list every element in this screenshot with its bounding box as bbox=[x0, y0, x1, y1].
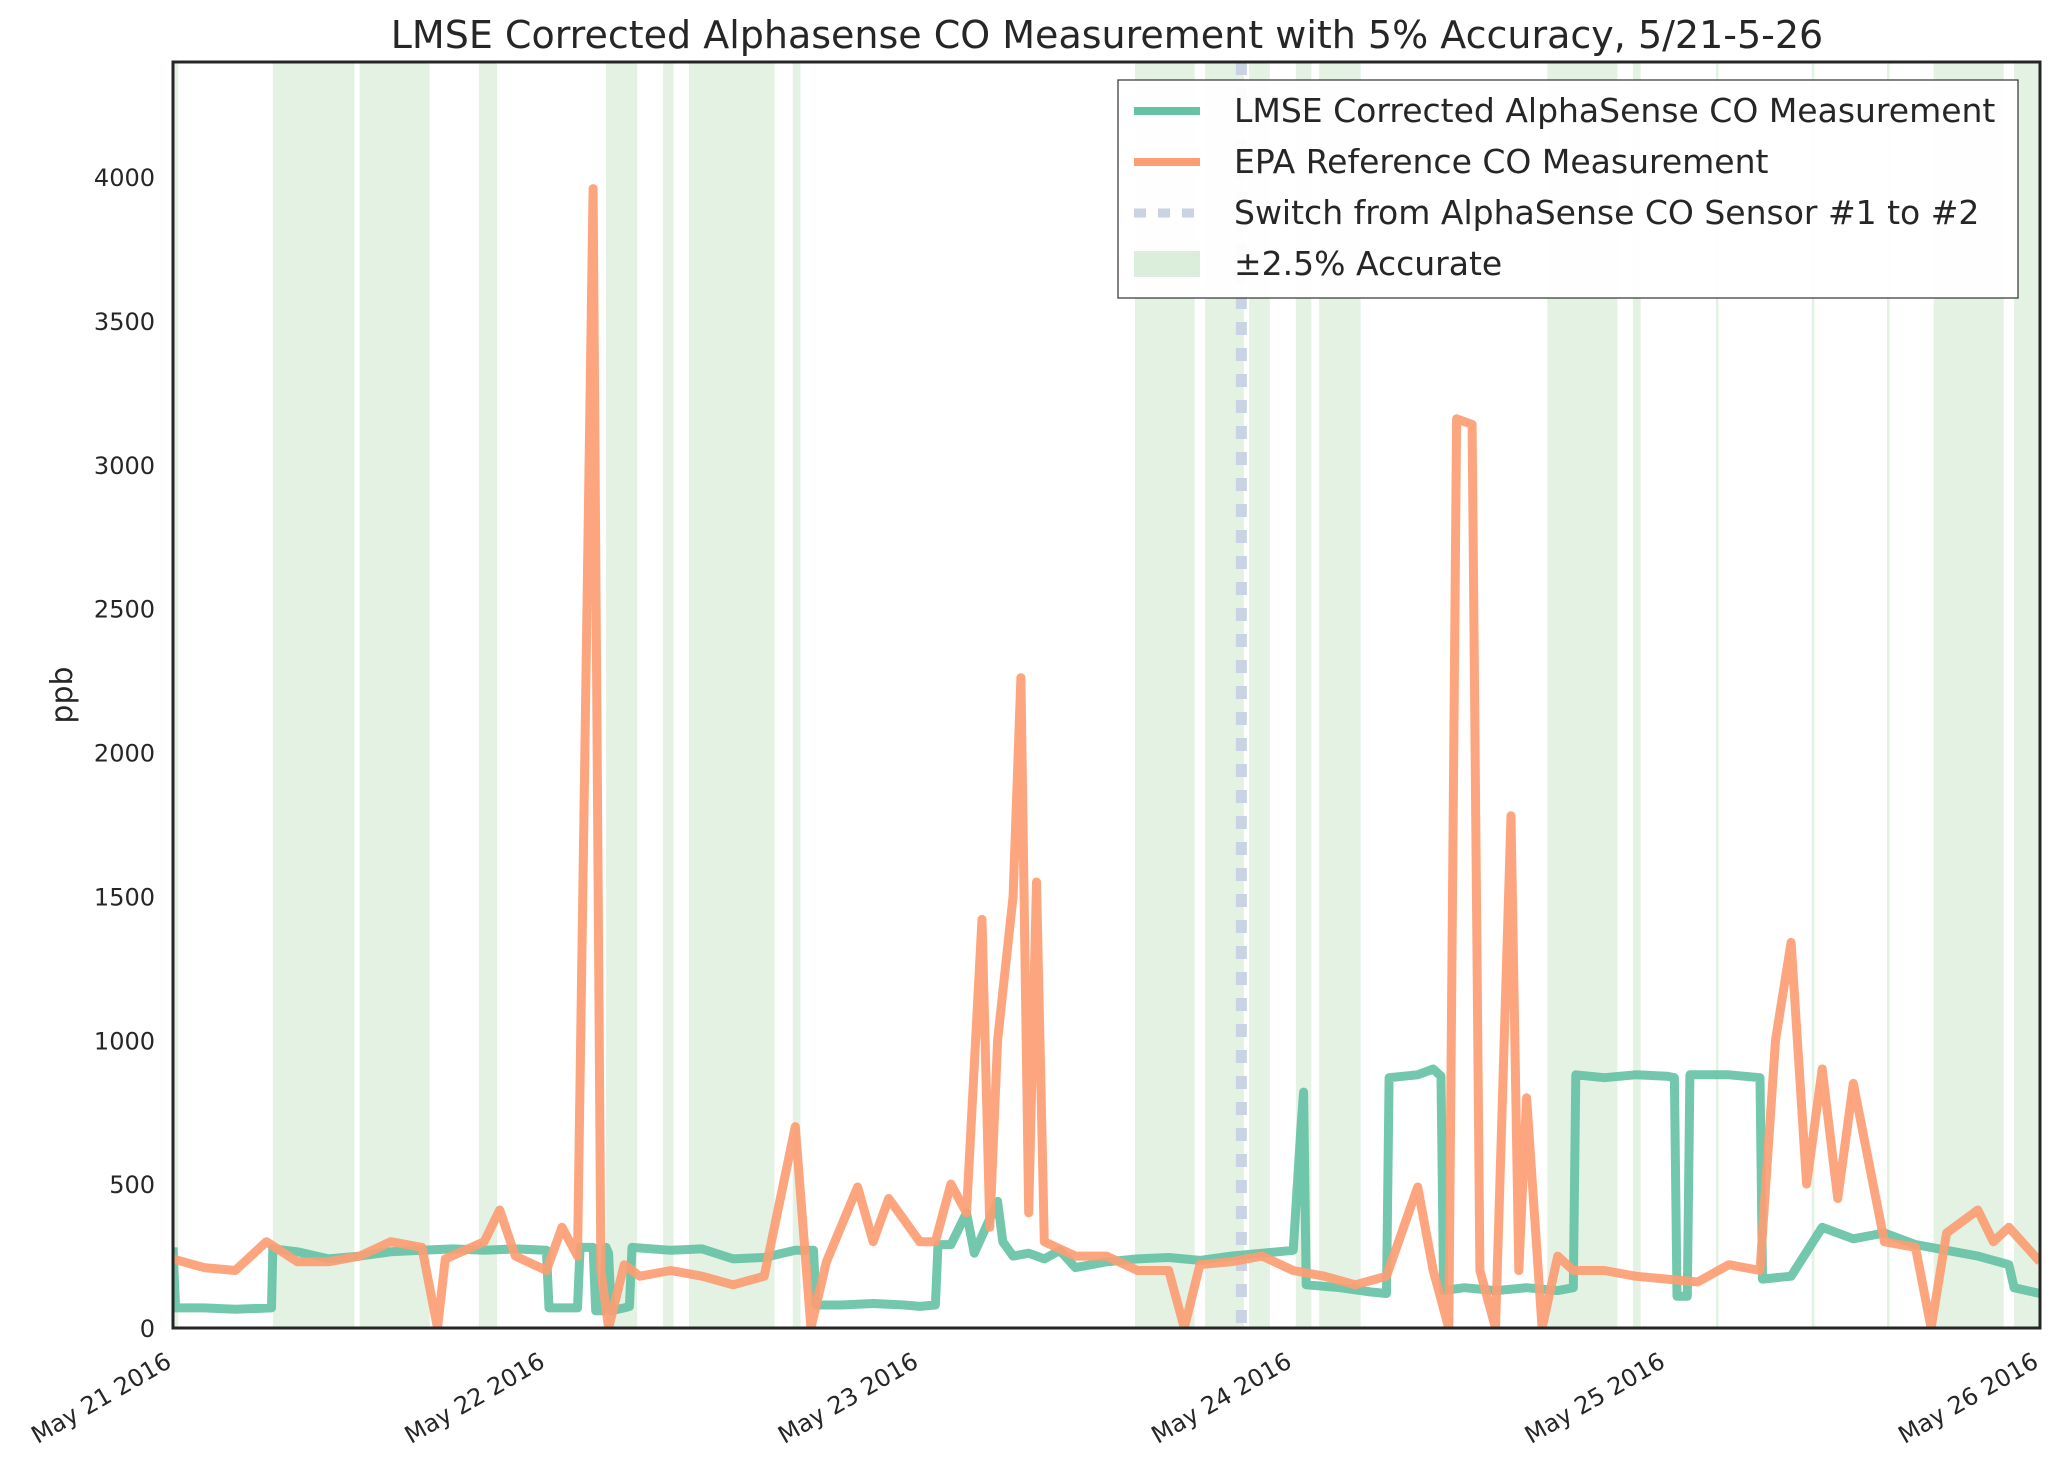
series-lmse-line bbox=[173, 1064, 2040, 1316]
y-tick-label: 1500 bbox=[94, 883, 155, 911]
accuracy-band bbox=[1887, 62, 1890, 1328]
x-tick-label: May 23 2016 bbox=[773, 1347, 923, 1449]
accuracy-band bbox=[1811, 62, 1815, 1328]
legend-label: EPA Reference CO Measurement bbox=[1234, 142, 1768, 181]
y-tick-label: 3000 bbox=[94, 452, 155, 480]
legend-label: Switch from AlphaSense CO Sensor #1 to #… bbox=[1234, 193, 1979, 232]
y-tick-label: 4000 bbox=[94, 164, 155, 192]
accuracy-band bbox=[792, 62, 801, 1328]
chart-title: LMSE Corrected Alphasense CO Measurement… bbox=[391, 13, 1823, 57]
legend-swatch bbox=[1134, 251, 1200, 277]
y-tick-label: 2000 bbox=[94, 740, 155, 768]
accuracy-band bbox=[606, 62, 638, 1328]
accuracy-band bbox=[663, 62, 674, 1328]
accuracy-band bbox=[1295, 62, 1312, 1328]
accuracy-band bbox=[1632, 62, 1641, 1328]
accuracy-band bbox=[173, 62, 179, 1328]
x-tick-label: May 22 2016 bbox=[400, 1347, 550, 1449]
accuracy-band bbox=[478, 62, 498, 1328]
legend-label: LMSE Corrected AlphaSense CO Measurement bbox=[1234, 91, 1995, 130]
series-lines bbox=[173, 184, 2040, 1328]
y-tick-label: 3500 bbox=[94, 308, 155, 336]
x-tick-label: May 24 2016 bbox=[1147, 1347, 1297, 1449]
x-tick-label: May 25 2016 bbox=[1520, 1347, 1670, 1449]
accuracy-band bbox=[272, 62, 355, 1328]
accuracy-bands bbox=[173, 62, 2040, 1328]
y-tick-label: 1000 bbox=[94, 1027, 155, 1055]
y-tick-label: 500 bbox=[109, 1171, 155, 1199]
accuracy-band bbox=[1715, 62, 1719, 1328]
y-tick-label: 0 bbox=[140, 1315, 155, 1343]
accuracy-band bbox=[359, 62, 430, 1328]
x-tick-label: May 21 2016 bbox=[26, 1347, 176, 1449]
legend-label: ±2.5% Accurate bbox=[1234, 244, 1502, 283]
y-axis-label: ppb bbox=[45, 666, 80, 723]
y-tick-label: 2500 bbox=[94, 596, 155, 624]
legend: LMSE Corrected AlphaSense CO Measurement… bbox=[1117, 79, 2019, 299]
accuracy-band bbox=[1249, 62, 1270, 1328]
accuracy-band bbox=[689, 62, 775, 1328]
plot-frame bbox=[171, 60, 2042, 1330]
series-epa-line bbox=[173, 184, 2040, 1328]
x-tick-label: May 26 2016 bbox=[1893, 1347, 2043, 1449]
legend-box bbox=[1117, 79, 2019, 299]
